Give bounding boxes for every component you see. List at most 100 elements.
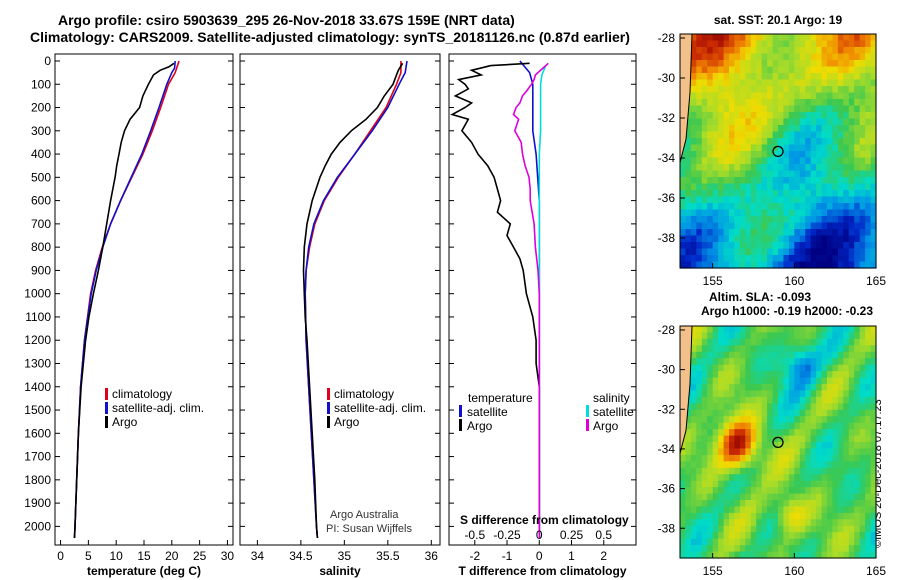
map-cell bbox=[729, 532, 735, 540]
map-cell bbox=[739, 545, 746, 553]
map-cell bbox=[799, 196, 806, 204]
map-cell bbox=[750, 138, 757, 146]
map-cell bbox=[761, 384, 768, 391]
map-cell bbox=[745, 99, 752, 107]
map-cell bbox=[805, 34, 812, 42]
map-cell bbox=[870, 403, 877, 411]
map-cell bbox=[783, 493, 790, 501]
map-cell bbox=[870, 203, 877, 211]
map-cell bbox=[805, 358, 812, 366]
map-cell bbox=[827, 358, 833, 366]
map-cell bbox=[690, 467, 697, 475]
map-cell bbox=[788, 429, 795, 437]
map-cell bbox=[832, 53, 839, 61]
map-cell bbox=[745, 235, 752, 243]
map-cell bbox=[696, 442, 703, 449]
map-cell bbox=[712, 409, 719, 417]
map-cell bbox=[805, 177, 812, 185]
map-cell bbox=[870, 47, 877, 55]
map-cell bbox=[761, 364, 768, 372]
map-cell bbox=[712, 164, 719, 172]
map-cell bbox=[810, 461, 817, 469]
map-cell bbox=[739, 177, 746, 185]
map-cell bbox=[788, 403, 795, 411]
map-cell bbox=[843, 203, 850, 211]
map-cell bbox=[854, 40, 861, 48]
map-cell bbox=[718, 261, 725, 269]
map-cell bbox=[756, 454, 763, 462]
map-cell bbox=[805, 183, 812, 191]
map-cell bbox=[832, 525, 839, 533]
map-cell bbox=[680, 506, 686, 514]
series-line-argo bbox=[73, 62, 175, 539]
map-cell bbox=[750, 131, 757, 139]
map-cell bbox=[750, 487, 757, 495]
map-cell bbox=[707, 358, 714, 366]
map-cell bbox=[870, 345, 877, 353]
map-cell bbox=[870, 92, 877, 100]
map-cell bbox=[745, 34, 752, 42]
map-cell bbox=[712, 190, 719, 198]
map-cell bbox=[788, 377, 795, 385]
map-cell bbox=[772, 422, 779, 430]
map-cell bbox=[767, 538, 774, 546]
map-cell bbox=[810, 203, 817, 211]
map-cell bbox=[772, 396, 779, 404]
map-cell bbox=[690, 131, 697, 139]
map-cell bbox=[685, 493, 692, 501]
map-cell bbox=[832, 60, 839, 68]
map-cell bbox=[761, 235, 768, 243]
map-cell bbox=[761, 255, 768, 263]
map-cell bbox=[794, 105, 801, 113]
map-cell bbox=[696, 53, 703, 61]
map-cell bbox=[805, 429, 812, 437]
map-cell bbox=[859, 506, 866, 514]
map-cell bbox=[761, 448, 768, 456]
map-cell bbox=[701, 487, 708, 495]
map-cell bbox=[707, 506, 714, 514]
map-cell bbox=[783, 371, 790, 379]
map-cell bbox=[832, 371, 839, 379]
map-cell bbox=[799, 125, 806, 133]
map-cell bbox=[805, 235, 812, 243]
map-cell bbox=[794, 384, 801, 391]
map-cell bbox=[788, 73, 795, 81]
map-cell bbox=[783, 454, 790, 462]
map-cell bbox=[756, 248, 763, 256]
map-cell bbox=[832, 512, 839, 520]
map-cell bbox=[701, 216, 708, 224]
map-cell bbox=[843, 390, 850, 398]
map-cell bbox=[680, 248, 686, 256]
map-cell bbox=[799, 157, 806, 165]
map-cell bbox=[854, 138, 861, 146]
map-cell bbox=[761, 351, 768, 359]
map-cell bbox=[794, 351, 801, 359]
map-cell bbox=[707, 364, 714, 372]
map-cell bbox=[778, 40, 784, 48]
map-cell bbox=[854, 332, 861, 340]
map-cell bbox=[718, 364, 725, 372]
map-cell bbox=[696, 364, 703, 372]
map-cell bbox=[805, 519, 812, 527]
x-tick-label: 25 bbox=[193, 549, 207, 563]
map-cell bbox=[859, 190, 866, 198]
map-cell bbox=[701, 164, 708, 172]
map-cell bbox=[707, 151, 714, 159]
map-cell bbox=[772, 332, 779, 340]
map-cell bbox=[843, 345, 850, 353]
map-cell bbox=[848, 545, 855, 553]
map-cell bbox=[750, 34, 757, 42]
map-cell bbox=[729, 177, 735, 185]
map-cell bbox=[854, 203, 861, 211]
map-cell bbox=[816, 105, 823, 113]
map-cell bbox=[783, 209, 790, 217]
map-cell bbox=[843, 183, 850, 191]
map-cell bbox=[701, 435, 708, 443]
map-cell bbox=[734, 429, 741, 437]
map-cell bbox=[799, 229, 806, 237]
map-cell bbox=[707, 338, 714, 346]
map-cell bbox=[696, 326, 703, 333]
map-cell bbox=[712, 384, 719, 391]
map-cell bbox=[707, 248, 714, 256]
map-cell bbox=[832, 409, 839, 417]
